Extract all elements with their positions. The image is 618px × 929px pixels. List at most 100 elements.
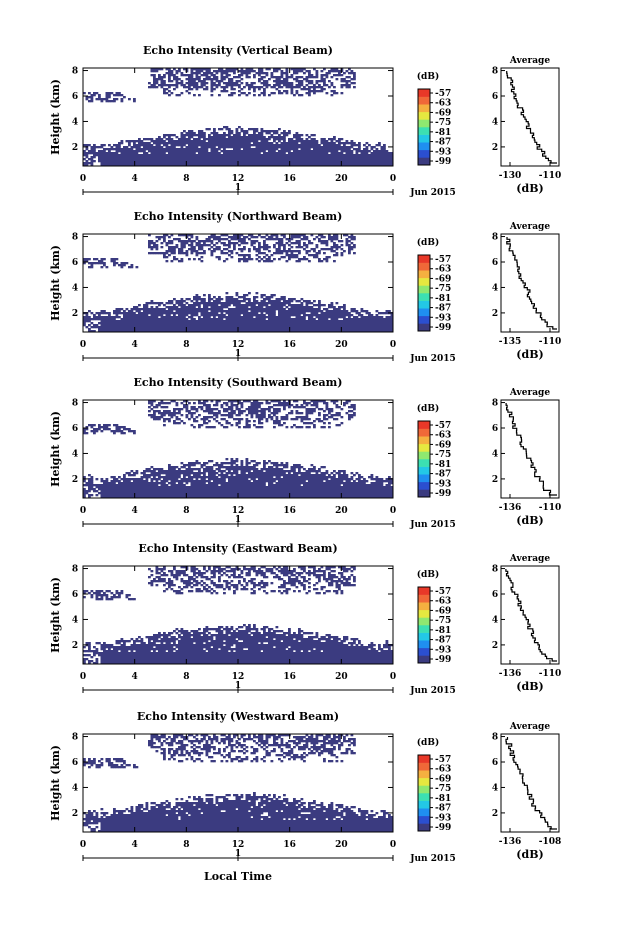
- heatmap-cell: [180, 308, 184, 311]
- heatmap-cell: [180, 320, 184, 323]
- heatmap-cell: [260, 300, 264, 303]
- heatmap-cell: [320, 320, 324, 323]
- colorbar-segment: [418, 127, 430, 135]
- heatmap-cell: [285, 310, 289, 313]
- heatmap-cell: [143, 470, 146, 473]
- heatmap-cell: [343, 316, 346, 319]
- heatmap-cell: [178, 82, 181, 85]
- heatmap-cell: [315, 150, 319, 153]
- heatmap-cell: [190, 236, 194, 239]
- heatmap-cell: [168, 136, 171, 139]
- heatmap-cell: [138, 486, 141, 489]
- heatmap-cell: [345, 80, 349, 83]
- heatmap-cell: [115, 488, 119, 491]
- heatmap-cell: [235, 142, 239, 145]
- heatmap-cell: [140, 328, 144, 331]
- heatmap-cell: [180, 324, 184, 327]
- heatmap-cell: [255, 154, 259, 157]
- heatmap-cell: [148, 400, 151, 403]
- heatmap-cell: [255, 160, 259, 163]
- heatmap-cell: [360, 154, 364, 157]
- heatmap-cell: [275, 160, 279, 163]
- heatmap-cell: [383, 324, 386, 327]
- heatmap-cell: [105, 152, 109, 155]
- heatmap-cell: [205, 158, 209, 161]
- day-label: 1: [235, 349, 241, 359]
- heatmap-cell: [370, 322, 374, 325]
- heatmap-cell: [198, 302, 201, 305]
- heatmap-cell: [353, 318, 356, 321]
- heatmap-cell: [230, 92, 234, 95]
- heatmap-cell: [263, 150, 266, 153]
- heatmap-cell: [290, 92, 294, 95]
- heatmap-cell: [123, 478, 126, 481]
- heatmap-cell: [133, 152, 136, 155]
- heatmap-cell: [253, 94, 256, 97]
- heatmap-cell: [225, 90, 229, 93]
- heatmap-cell: [340, 68, 344, 71]
- heatmap-cell: [220, 312, 224, 315]
- heatmap-cell: [295, 314, 299, 317]
- heatmap-cell: [305, 150, 309, 153]
- heatmap-cell: [150, 154, 154, 157]
- heatmap-cell: [290, 256, 294, 259]
- heatmap-cell: [135, 158, 139, 161]
- heatmap-cell: [100, 480, 104, 483]
- heatmap-cell: [345, 320, 349, 323]
- colorbar-tick-label: -63: [435, 265, 451, 275]
- heatmap-cell: [190, 82, 194, 85]
- heatmap-cell: [198, 164, 201, 167]
- heatmap-cell: [150, 74, 154, 77]
- heatmap-cell: [118, 146, 121, 149]
- heatmap-cell: [235, 156, 239, 159]
- heatmap-cell: [333, 328, 336, 331]
- heatmap-cell: [170, 134, 174, 137]
- heatmap-cell: [103, 496, 106, 499]
- heatmap-cell: [268, 148, 271, 151]
- heatmap-cell: [190, 328, 194, 331]
- heatmap-cell: [113, 148, 116, 151]
- heatmap-cell: [160, 320, 164, 323]
- colorbar-tick-label: -99: [435, 157, 451, 167]
- heatmap-cell: [253, 154, 256, 157]
- heatmap-cell: [120, 496, 124, 499]
- heatmap-cell: [265, 246, 269, 249]
- heatmap-cell: [140, 308, 144, 311]
- heatmap-cell: [305, 310, 309, 313]
- heatmap-cell: [140, 476, 144, 479]
- heatmap-cell: [123, 154, 126, 157]
- heatmap-cell: [175, 148, 179, 151]
- heatmap-cell: [275, 148, 279, 151]
- heatmap-cell: [160, 78, 164, 81]
- heatmap-cell: [240, 326, 244, 329]
- heatmap-cell: [225, 312, 229, 315]
- heatmap-cell: [180, 136, 184, 139]
- heatmap-cell: [373, 326, 376, 329]
- heatmap-cell: [188, 86, 191, 89]
- heatmap-cell: [198, 130, 201, 133]
- heatmap-cell: [118, 322, 121, 325]
- heatmap-cell: [330, 144, 334, 147]
- heatmap-cell: [313, 330, 316, 333]
- heatmap-cell: [243, 330, 246, 333]
- heatmap-cell: [183, 306, 186, 309]
- heatmap-cell: [225, 318, 229, 321]
- heatmap-cell: [193, 86, 196, 89]
- heatmap-cell: [155, 240, 159, 243]
- heatmap-cell: [363, 156, 366, 159]
- heatmap-cell: [345, 234, 349, 237]
- heatmap-cell: [318, 326, 321, 329]
- heatmap-cell: [188, 132, 191, 135]
- heatmap-cell: [130, 162, 134, 165]
- heatmap-cell: [198, 316, 201, 319]
- heatmap-cell: [108, 496, 111, 499]
- heatmap-cell: [373, 318, 376, 321]
- heatmap-cell: [113, 310, 116, 313]
- heatmap-cell: [285, 316, 289, 319]
- heatmap-cell: [113, 262, 116, 265]
- heatmap-cell: [93, 94, 96, 97]
- heatmap-cell: [303, 162, 306, 165]
- heatmap-cell: [295, 320, 299, 323]
- heatmap-cell: [135, 156, 139, 159]
- heatmap-cell: [318, 320, 321, 323]
